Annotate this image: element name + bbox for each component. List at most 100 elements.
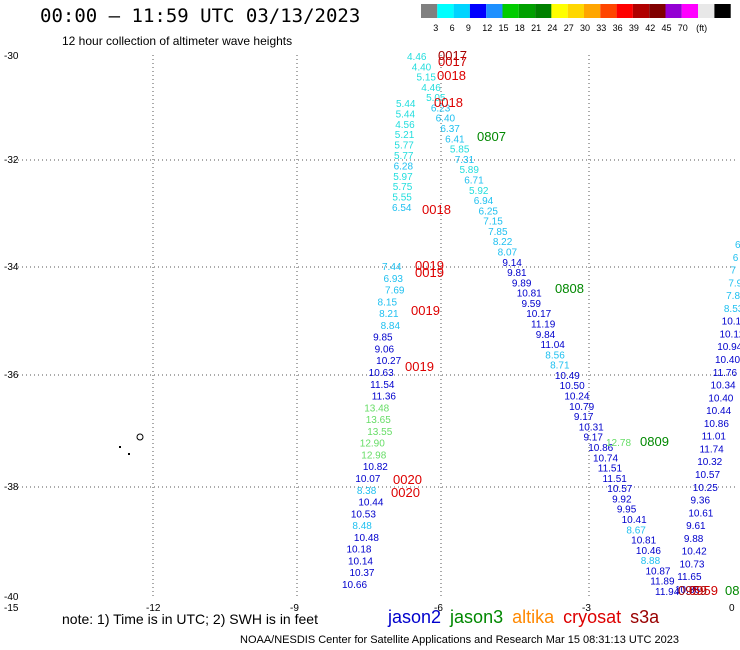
swh-value: 8.53 [724, 304, 740, 315]
page-title: 00:00 — 11:59 UTC 03/13/2023 [40, 5, 361, 27]
colorbar-label: 27 [564, 23, 574, 33]
swh-value: 10.48 [354, 533, 379, 544]
swh-value: 10.87 [645, 566, 670, 577]
swh-value: 10.44 [706, 406, 731, 417]
swh-value: 6.94 [474, 196, 494, 207]
lat-label: -40 [4, 592, 19, 603]
colorbar-swatch [437, 4, 454, 18]
swh-value: 6.37 [440, 124, 460, 135]
swh-value: 9.06 [375, 344, 395, 355]
swh-value-labels: 4.464.405.154.465.056.236.406.376.415.85… [342, 52, 740, 598]
swh-value: 6.28 [394, 161, 414, 172]
swh-value: 10.50 [560, 381, 585, 392]
swh-value: 9.95 [617, 505, 637, 516]
swh-value: 8.71 [550, 361, 570, 372]
swh-value: 10.07 [355, 474, 380, 485]
swh-value: 9.88 [684, 534, 704, 545]
swh-value: 9.17 [574, 412, 594, 423]
swh-value: 11.51 [598, 464, 623, 475]
colorbar-label: 70 [678, 23, 688, 33]
lon-label: -9 [290, 603, 299, 614]
swh-value: 10.63 [369, 368, 394, 379]
time-mark: 0017 [438, 54, 467, 69]
lon-label: 0 [729, 603, 735, 614]
colorbar-swatch [567, 4, 584, 18]
time-mark: 0018 [434, 95, 463, 110]
colorbar-label: 30 [580, 23, 590, 33]
colorbar-swatch [469, 4, 487, 18]
time-mark: 0808 [555, 281, 584, 296]
time-mark: 0019 [405, 359, 434, 374]
swh-value: 7.44 [382, 262, 402, 273]
swh-value: 12.78 [606, 438, 631, 449]
time-mark: 0807 [477, 129, 506, 144]
colorbar-swatch [453, 4, 470, 18]
swh-value: 7.8 [726, 291, 740, 302]
time-marks: 0017001700180018080700180019001908080019… [391, 48, 739, 598]
colorbar-label: 24 [547, 23, 557, 33]
lon-label: -15 [4, 603, 19, 614]
swh-value: 6.40 [436, 114, 456, 125]
swh-value: 10.86 [588, 443, 613, 454]
legend-jason2: jason2 [388, 607, 442, 627]
swh-value: 10.66 [342, 580, 367, 591]
lat-label: -36 [4, 370, 19, 381]
swh-value: 9.84 [536, 330, 556, 341]
legend-s3a: s3a [630, 607, 660, 627]
swh-value: 4.46 [421, 83, 441, 94]
swh-value: 10.74 [593, 453, 618, 464]
swh-value: 7.85 [488, 227, 508, 238]
swh-value: 5.05 [426, 93, 446, 104]
swh-value: 11.04 [541, 340, 566, 351]
time-mark: 0018 [437, 68, 466, 83]
swh-value: 9.17 [583, 433, 603, 444]
colorbar-label: 18 [515, 23, 525, 33]
swh-value: 10.10 [722, 317, 740, 328]
swh-value: 8.67 [626, 525, 646, 536]
swh-value: 10.57 [607, 484, 632, 495]
swh-value: 10.17 [526, 309, 551, 320]
swh-value: 11.76 [713, 368, 738, 379]
colorbar-label: 42 [645, 23, 655, 33]
swh-value: 4.46 [407, 52, 427, 63]
colorbar-swatch [616, 4, 633, 18]
island-marks [119, 433, 144, 455]
swh-value: 7.15 [483, 217, 503, 228]
swh-value: 10.57 [695, 470, 720, 481]
swh-value: 10.82 [363, 462, 388, 473]
colorbar-swatch [518, 4, 536, 18]
swh-value: 5.92 [469, 186, 489, 197]
lon-label: -12 [146, 603, 161, 614]
swh-value: 10.73 [679, 559, 704, 570]
swh-value: 10.14 [348, 556, 373, 567]
swh-value: 4.40 [412, 62, 432, 73]
swh-value: 10.40 [715, 355, 740, 366]
swh-value: 6.93 [384, 274, 404, 285]
colorbar-label: (ft) [696, 23, 707, 33]
swh-value: 11.01 [702, 432, 727, 443]
swh-value: 8.22 [493, 237, 513, 248]
swh-value: 10.81 [631, 536, 656, 547]
swh-value: 9.89 [512, 278, 532, 289]
swh-value: 5.55 [392, 193, 412, 204]
swh-value: 6 [735, 240, 740, 251]
time-mark: 0019 [411, 303, 440, 318]
time-mark: 0020 [393, 472, 422, 487]
swh-value: 10.86 [704, 419, 729, 430]
swh-value: 13.48 [364, 403, 389, 414]
colorbar-label: 45 [662, 23, 672, 33]
swh-value: 6.23 [431, 103, 451, 114]
swh-value: 4.56 [395, 120, 415, 131]
swh-value: 6 [733, 253, 739, 264]
footnote: note: 1) Time is in UTC; 2) SWH is in fe… [62, 611, 318, 627]
swh-value: 9.85 [373, 333, 393, 344]
colorbar-swatch [486, 4, 503, 18]
swh-value: 12.90 [360, 439, 385, 450]
swh-value: 6.41 [445, 134, 465, 145]
swh-value: 7.69 [385, 286, 405, 297]
swh-value: 5.21 [395, 130, 415, 141]
colorbar-label: 3 [433, 23, 438, 33]
swh-value: 10.36 [675, 585, 700, 596]
colorbar-swatch [649, 4, 666, 18]
